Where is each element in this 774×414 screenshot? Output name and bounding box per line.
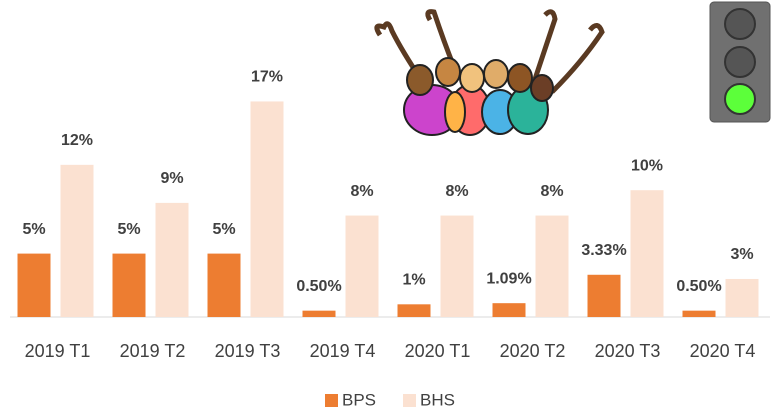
x-tick-label: 2020 T2 [500, 341, 566, 361]
bar [682, 310, 716, 317]
value-label: 10% [631, 157, 663, 174]
value-label: 8% [540, 183, 563, 200]
bar [440, 215, 474, 317]
legend-label: BHS [420, 390, 455, 409]
x-tick-label: 2019 T2 [120, 341, 186, 361]
value-label: 3.33% [581, 242, 626, 259]
bar [492, 303, 526, 317]
bar [17, 253, 51, 317]
bar [207, 253, 241, 317]
value-label: 0.50% [676, 278, 721, 295]
x-tick-label: 2020 T3 [595, 341, 661, 361]
x-tick-label: 2019 T3 [215, 341, 281, 361]
value-label: 17% [251, 69, 283, 86]
x-tick-label: 2019 T4 [310, 341, 376, 361]
legend-swatch [325, 394, 338, 407]
value-label: 8% [445, 183, 468, 200]
bar [250, 101, 284, 317]
value-label: 5% [22, 221, 45, 238]
value-label: 0.50% [296, 278, 341, 295]
x-tick-label: 2020 T4 [690, 341, 756, 361]
crowd-illustration [374, 9, 605, 136]
value-label: 1% [402, 272, 425, 289]
value-label: 3% [730, 246, 753, 263]
bar [302, 310, 336, 317]
value-label: 5% [117, 221, 140, 238]
bar [725, 278, 759, 317]
value-label: 8% [350, 183, 373, 200]
bar [587, 274, 621, 317]
value-label: 5% [212, 221, 235, 238]
bar [345, 215, 379, 317]
legend-label: BPS [342, 390, 376, 409]
x-tick-label: 2020 T1 [405, 341, 471, 361]
bar [535, 215, 569, 317]
value-label: 1.09% [486, 270, 531, 287]
x-tick-label: 2019 T1 [25, 341, 91, 361]
bar [155, 202, 189, 317]
bar [60, 164, 94, 317]
value-label: 9% [160, 170, 183, 187]
bar [112, 253, 146, 317]
legend-swatch [403, 394, 416, 407]
bar [397, 304, 431, 317]
traffic-light [709, 1, 771, 123]
value-label: 12% [61, 132, 93, 149]
bar [630, 190, 664, 317]
